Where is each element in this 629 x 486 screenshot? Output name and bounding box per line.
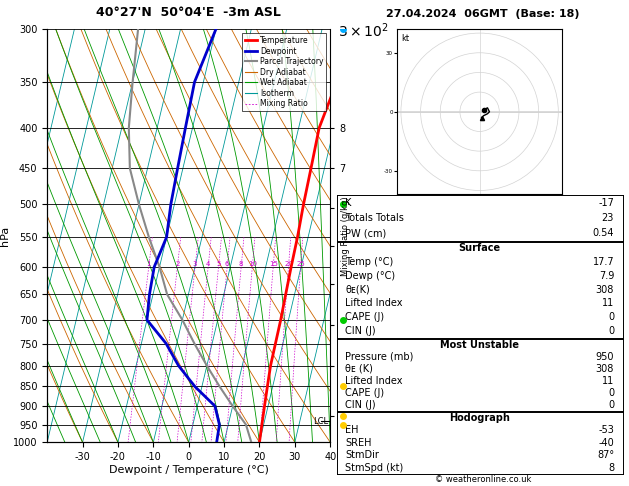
Text: 27.04.2024  06GMT  (Base: 18): 27.04.2024 06GMT (Base: 18) [386, 9, 579, 19]
Text: 950: 950 [596, 352, 614, 362]
Text: Lifted Index: Lifted Index [345, 298, 403, 309]
Text: © weatheronline.co.uk: © weatheronline.co.uk [435, 474, 531, 484]
Text: Lifted Index: Lifted Index [345, 376, 403, 386]
Text: θᴇ(K): θᴇ(K) [345, 285, 370, 295]
Text: -17: -17 [598, 198, 614, 208]
Text: 0: 0 [608, 399, 614, 410]
Text: CIN (J): CIN (J) [345, 399, 376, 410]
Text: Hodograph: Hodograph [449, 413, 510, 423]
Text: 8: 8 [239, 261, 243, 267]
Text: θᴇ (K): θᴇ (K) [345, 364, 373, 374]
Text: -53: -53 [598, 425, 614, 435]
Text: 2: 2 [175, 261, 179, 267]
Text: 15: 15 [269, 261, 277, 267]
Text: Temp (°C): Temp (°C) [345, 257, 393, 267]
Text: EH: EH [345, 425, 359, 435]
Text: Mixing Ratio (g/kg): Mixing Ratio (g/kg) [342, 196, 350, 276]
Text: Surface: Surface [459, 243, 501, 253]
Text: CAPE (J): CAPE (J) [345, 388, 384, 398]
Text: 10: 10 [248, 261, 257, 267]
Text: 17.7: 17.7 [593, 257, 614, 267]
X-axis label: Dewpoint / Temperature (°C): Dewpoint / Temperature (°C) [109, 465, 269, 475]
Text: kt: kt [401, 34, 409, 43]
Text: PW (cm): PW (cm) [345, 228, 386, 238]
Text: 0: 0 [608, 326, 614, 336]
Text: 4: 4 [206, 261, 210, 267]
Text: Dewp (°C): Dewp (°C) [345, 271, 395, 281]
Text: 23: 23 [602, 213, 614, 223]
Text: 20: 20 [284, 261, 293, 267]
Text: SREH: SREH [345, 438, 372, 448]
Text: 25: 25 [296, 261, 305, 267]
Text: 11: 11 [602, 376, 614, 386]
Text: K: K [345, 198, 352, 208]
Text: -40: -40 [598, 438, 614, 448]
Text: 308: 308 [596, 364, 614, 374]
Text: 1: 1 [147, 261, 151, 267]
Text: 6: 6 [225, 261, 230, 267]
Text: 7.9: 7.9 [599, 271, 614, 281]
Text: Most Unstable: Most Unstable [440, 340, 519, 350]
Legend: Temperature, Dewpoint, Parcel Trajectory, Dry Adiabat, Wet Adiabat, Isotherm, Mi: Temperature, Dewpoint, Parcel Trajectory… [242, 33, 326, 111]
Y-axis label: hPa: hPa [0, 226, 10, 246]
Text: 40°27'N  50°04'E  -3m ASL: 40°27'N 50°04'E -3m ASL [96, 6, 281, 19]
Y-axis label: km
ASL: km ASL [391, 226, 413, 245]
Text: StmSpd (kt): StmSpd (kt) [345, 463, 403, 472]
Text: StmDir: StmDir [345, 450, 379, 460]
Text: Pressure (mb): Pressure (mb) [345, 352, 413, 362]
Text: 308: 308 [596, 285, 614, 295]
Text: 0.54: 0.54 [593, 228, 614, 238]
Text: CIN (J): CIN (J) [345, 326, 376, 336]
Text: 0: 0 [608, 388, 614, 398]
Text: Totals Totals: Totals Totals [345, 213, 404, 223]
Text: 87°: 87° [597, 450, 614, 460]
Text: 0: 0 [608, 312, 614, 322]
Text: LCL: LCL [313, 417, 328, 426]
Text: 8: 8 [608, 463, 614, 472]
Text: 3: 3 [193, 261, 198, 267]
Text: 5: 5 [216, 261, 221, 267]
Text: CAPE (J): CAPE (J) [345, 312, 384, 322]
Text: 11: 11 [602, 298, 614, 309]
